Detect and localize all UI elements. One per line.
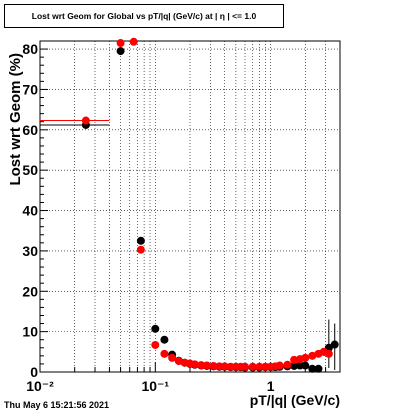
timestamp-footer: Thu May 6 15:21:56 2021 xyxy=(4,400,110,410)
x-tick-label: 10⁻¹ xyxy=(141,378,169,394)
data-point-red xyxy=(248,362,257,371)
y-tick-label: 50 xyxy=(22,162,38,178)
data-point-red xyxy=(220,362,229,371)
x-axis-title: pT/|q| (GeV/c) xyxy=(250,392,340,408)
data-point-red xyxy=(81,116,90,125)
data-point-red xyxy=(116,39,125,48)
y-axis-title: Lost wrt Geom (%) xyxy=(7,53,24,186)
data-point-red xyxy=(197,361,206,370)
y-tick-label: 20 xyxy=(22,283,38,299)
data-point-red xyxy=(290,355,299,364)
data-point-red xyxy=(168,353,177,362)
data-point-black xyxy=(160,335,169,344)
y-tick-label: 40 xyxy=(22,203,38,219)
data-point-black xyxy=(330,340,339,349)
data-point-red xyxy=(241,362,250,371)
data-point-black xyxy=(301,361,310,370)
data-point-red xyxy=(129,37,138,46)
data-point-red xyxy=(209,361,218,370)
data-point-red xyxy=(255,362,264,371)
y-tick-label: 30 xyxy=(22,243,38,259)
data-point-red xyxy=(202,361,211,370)
data-point-red xyxy=(308,351,317,360)
y-tick-label: 0 xyxy=(30,364,38,380)
data-point-red xyxy=(301,353,310,362)
x-tick-label: 1 xyxy=(267,378,275,394)
chart-title: Lost wrt Geom for Global vs pT/|q| (GeV/… xyxy=(4,4,284,28)
y-tick-label: 10 xyxy=(22,324,38,340)
data-point-red xyxy=(283,360,292,369)
data-point-red xyxy=(275,361,284,370)
data-point-black xyxy=(314,364,323,373)
data-point-red xyxy=(190,360,199,369)
data-point-black xyxy=(308,364,317,373)
y-tick-label: 60 xyxy=(22,122,38,138)
x-tick-label: 10⁻² xyxy=(26,378,54,394)
data-point-black xyxy=(290,361,299,370)
data-point-red xyxy=(136,245,145,254)
data-point-red xyxy=(151,340,160,349)
data-point-black xyxy=(151,324,160,333)
plot-frame xyxy=(39,40,341,373)
y-tick-label: 80 xyxy=(22,41,38,57)
y-tick-label: 70 xyxy=(22,81,38,97)
data-point-black xyxy=(136,236,145,245)
data-point-red xyxy=(324,349,333,358)
data-point-black xyxy=(116,47,125,56)
data-point-red xyxy=(160,349,169,358)
